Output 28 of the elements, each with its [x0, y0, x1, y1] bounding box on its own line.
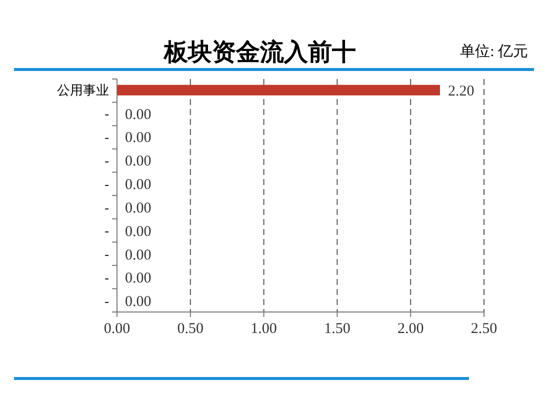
y-tick-label: -: [104, 152, 109, 168]
data-label: 0.00: [125, 247, 152, 264]
data-label: 2.20: [448, 83, 474, 100]
data-label: 0.00: [125, 200, 152, 216]
y-tick-label: -: [104, 106, 109, 122]
y-tick-label: -: [104, 293, 109, 308]
y-tick-label: -: [104, 223, 109, 238]
x-tick-label: 0.50: [177, 321, 204, 337]
x-tick-label: 1.00: [250, 321, 277, 337]
data-label: 0.00: [125, 270, 152, 287]
y-tick-label: -: [104, 246, 109, 262]
text: 单位: 亿元: [460, 43, 528, 60]
data-label: 0.00: [125, 154, 152, 170]
data-label: 0.00: [125, 177, 152, 194]
data-label: 0.00: [125, 130, 152, 146]
y-tick-label: -: [104, 130, 109, 145]
x-tick-label: 2.50: [470, 321, 498, 337]
x-tick-label: 2.00: [397, 321, 424, 337]
x-tick-label: 0.00: [104, 321, 130, 337]
data-label: 0.00: [125, 294, 152, 310]
y-tick-label: -: [104, 270, 109, 286]
y-tick-label: -: [104, 200, 109, 215]
y-tick-label: 公用事业: [57, 82, 109, 98]
data-label: 0.00: [125, 224, 152, 240]
y-tick-label: -: [104, 176, 109, 192]
chart-title: 板块资金流入前十: [163, 38, 356, 66]
data-label: 0.00: [125, 106, 152, 123]
x-tick-label: 1.50: [324, 321, 350, 337]
